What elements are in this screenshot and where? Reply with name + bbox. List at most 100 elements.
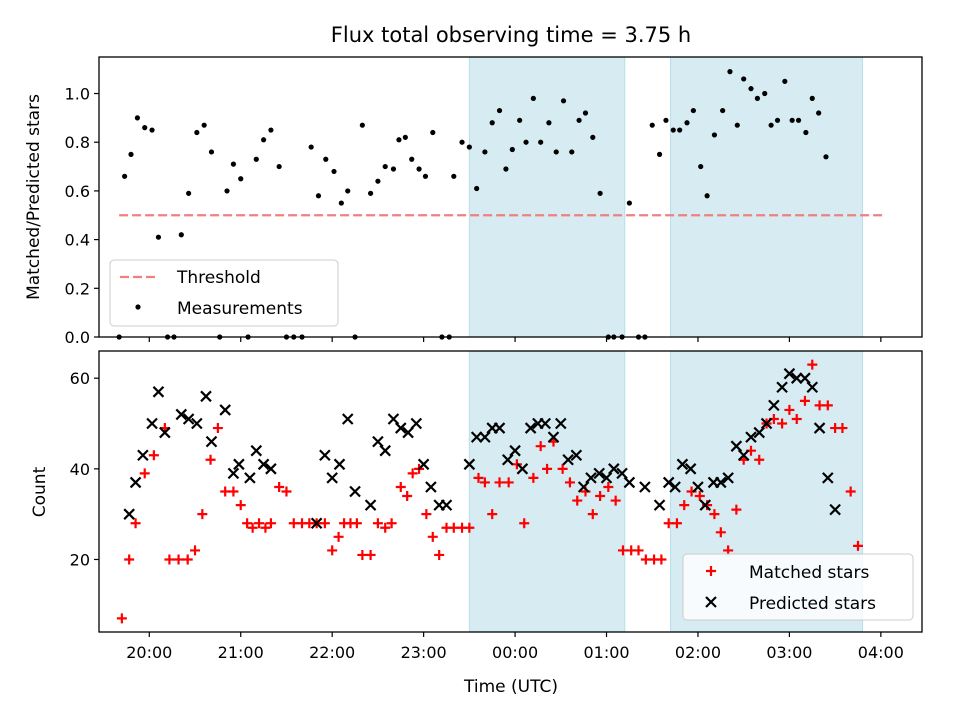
measurement-point bbox=[748, 86, 754, 92]
predicted-star-marker bbox=[364, 499, 377, 511]
measurement-point bbox=[122, 173, 128, 179]
measurement-point bbox=[396, 137, 402, 143]
x-tick-label: 22:00 bbox=[309, 643, 355, 662]
matched-star-marker bbox=[679, 500, 690, 511]
matched-star-marker bbox=[791, 413, 802, 424]
x-tick-label: 01:00 bbox=[583, 643, 629, 662]
measurement-point bbox=[178, 232, 184, 238]
predicted-star-marker bbox=[493, 422, 506, 434]
top-y-tick-label: 0.4 bbox=[65, 231, 90, 250]
bottom-x-ticks: 20:00 21:00 22:00 23:00 00:00 01:00 02:00 03:00… bbox=[126, 632, 904, 662]
measurement-point bbox=[201, 122, 207, 128]
top-y-ticks: 0.0 0.2 0.4 0.6 0.8 1.0 bbox=[65, 85, 99, 347]
predicted-star-marker bbox=[822, 472, 834, 484]
predicted-star-marker bbox=[175, 408, 188, 421]
legend-box bbox=[109, 259, 339, 327]
measurement-point bbox=[331, 168, 337, 175]
predicted-star-marker bbox=[123, 508, 135, 520]
measurement-point bbox=[496, 107, 503, 114]
matched-star-marker bbox=[372, 518, 383, 529]
matched-star-marker bbox=[706, 566, 716, 576]
matched-star-marker bbox=[274, 481, 285, 492]
measurement-point bbox=[503, 166, 509, 172]
predicted-star-marker bbox=[669, 481, 681, 493]
bottom-y-tick-label: 20 bbox=[70, 550, 90, 569]
predicted-star-marker bbox=[692, 481, 704, 493]
measurement-point bbox=[582, 110, 589, 116]
measurement-point bbox=[409, 156, 415, 162]
bottom-shaded-region-0 bbox=[468, 350, 626, 633]
measurement-point bbox=[268, 127, 274, 133]
measurement-point bbox=[253, 156, 259, 162]
predicted-star-marker bbox=[501, 453, 514, 466]
top-shaded-regions bbox=[468, 56, 864, 338]
measurement-point bbox=[711, 132, 718, 138]
matched-star-marker bbox=[380, 522, 391, 533]
matched-star-marker bbox=[487, 509, 498, 520]
matched-star-marker bbox=[254, 518, 265, 529]
predicted-star-marker bbox=[479, 431, 491, 443]
predicted-star-marker bbox=[516, 463, 529, 475]
legend-box bbox=[682, 553, 914, 621]
measurement-point bbox=[768, 122, 774, 128]
matched-star-marker bbox=[610, 495, 621, 506]
matched-star-marker bbox=[528, 472, 539, 483]
measurement-point bbox=[553, 149, 559, 155]
measurement-point bbox=[704, 193, 710, 199]
measurement-point bbox=[230, 161, 237, 167]
measurement-point bbox=[402, 134, 408, 140]
predicted-star-marker bbox=[715, 476, 727, 489]
matched-star-marker bbox=[395, 481, 406, 492]
x-tick-label: 04:00 bbox=[858, 643, 904, 662]
measurement-point bbox=[142, 125, 148, 131]
matched-star-marker bbox=[205, 454, 216, 465]
measurement-point bbox=[823, 154, 829, 160]
predicted-star-marker bbox=[326, 472, 338, 484]
top-shaded-region-0 bbox=[468, 56, 626, 338]
legend-threshold-label: Threshold bbox=[176, 268, 261, 288]
predicted-star-marker bbox=[653, 499, 666, 511]
predicted-star-marker bbox=[470, 431, 483, 443]
predicted-star-marker bbox=[676, 458, 689, 471]
bottom-legend: Matched stars Predicted stars bbox=[682, 553, 914, 621]
top-y-tick-label: 0.2 bbox=[65, 279, 90, 298]
matched-star-marker bbox=[247, 522, 258, 533]
measurement-point bbox=[338, 200, 344, 206]
predicted-star-marker bbox=[705, 596, 717, 608]
predicted-star-marker bbox=[806, 381, 819, 394]
measurement-point bbox=[523, 139, 529, 145]
measurement-point bbox=[390, 166, 397, 172]
predicted-star-marker bbox=[333, 458, 346, 471]
matched-star-marker bbox=[709, 509, 720, 520]
matched-star-marker bbox=[281, 486, 292, 497]
predicted-star-marker bbox=[829, 503, 841, 516]
predicted-star-marker bbox=[616, 467, 628, 480]
matched-star-marker bbox=[519, 518, 530, 529]
measurement-point bbox=[367, 190, 374, 196]
measurement-point bbox=[315, 193, 322, 199]
predicted-star-marker bbox=[608, 463, 620, 475]
predicted-star-marker bbox=[417, 458, 430, 471]
measurement-point bbox=[482, 149, 488, 155]
matched-star-marker bbox=[557, 463, 568, 474]
measurement-point bbox=[560, 98, 567, 104]
measurement-point bbox=[474, 185, 480, 192]
predicted-star-marker bbox=[310, 517, 323, 530]
top-shaded-region-1 bbox=[670, 56, 864, 338]
measurement-point bbox=[774, 117, 781, 123]
predicted-star-marker bbox=[265, 463, 277, 475]
top-axes-frame bbox=[98, 56, 923, 338]
predicted-star-marker bbox=[776, 381, 788, 394]
predicted-star-marker bbox=[577, 481, 590, 493]
predicted-star-marker bbox=[233, 458, 245, 471]
measurement-point bbox=[194, 129, 200, 136]
measurement-point bbox=[451, 173, 457, 179]
matched-star-marker bbox=[182, 554, 193, 565]
predicted-star-marker bbox=[684, 463, 697, 475]
legend-matched-label: Matched stars bbox=[749, 563, 869, 583]
measurement-point bbox=[323, 156, 329, 162]
measurement-point bbox=[186, 190, 192, 196]
matched-star-marker bbox=[427, 531, 438, 542]
measurement-point bbox=[762, 90, 768, 97]
matched-star-marker bbox=[148, 450, 159, 461]
